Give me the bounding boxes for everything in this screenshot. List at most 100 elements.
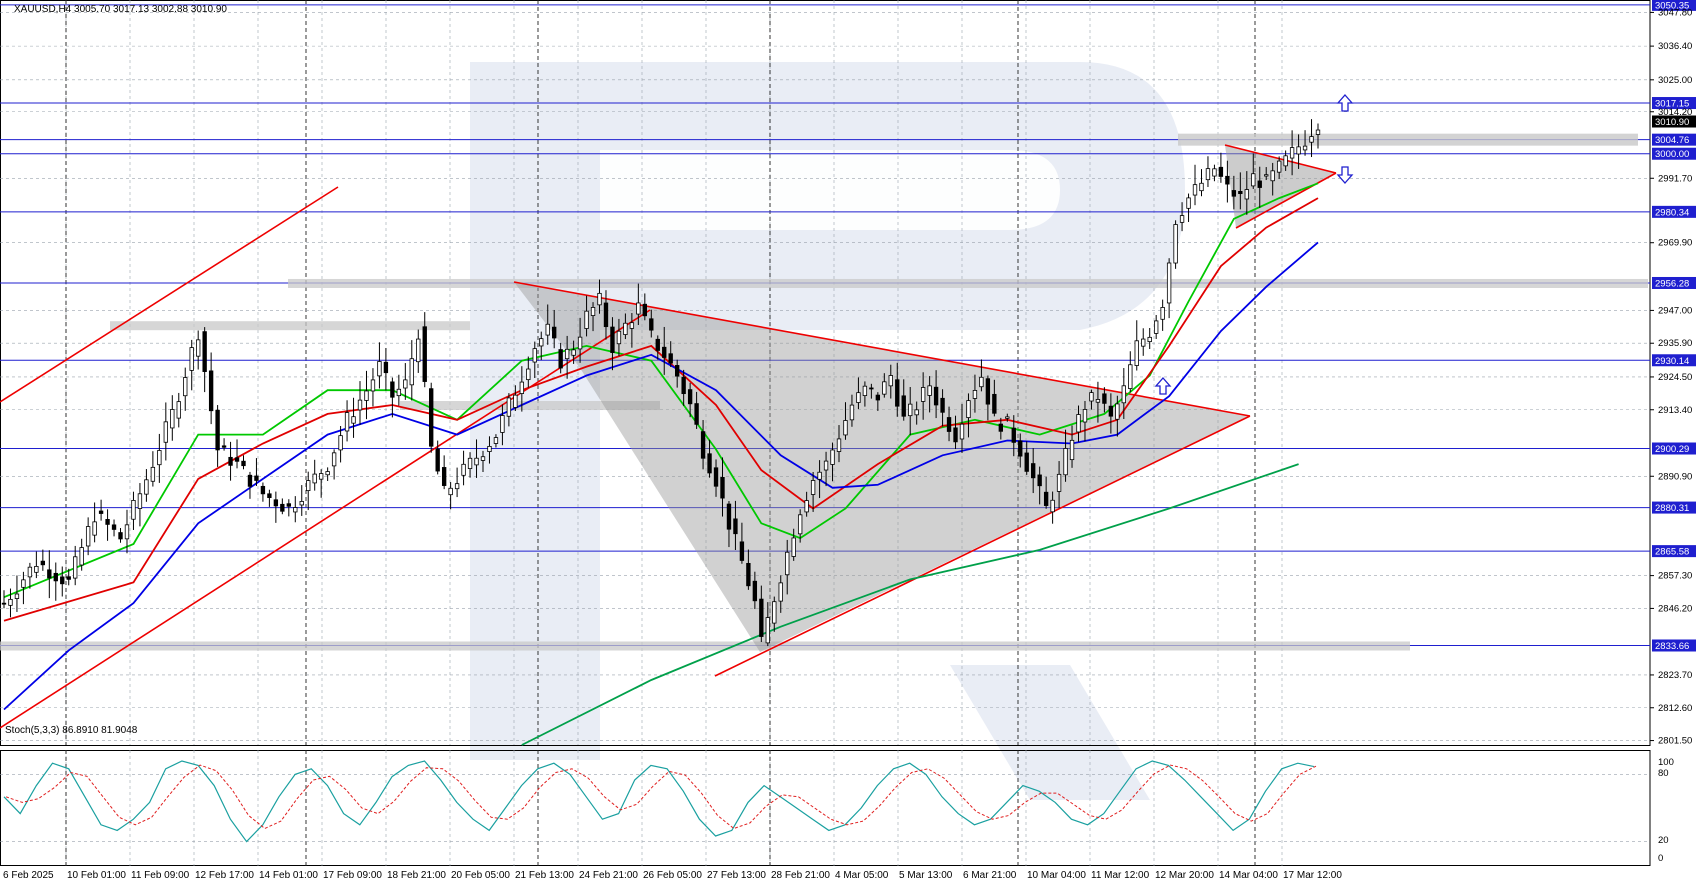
candle-body [299, 501, 304, 506]
candle-body [208, 370, 214, 412]
candle-body [85, 526, 91, 547]
osc-tick-label: 80 [1658, 768, 1669, 779]
candle-body [429, 388, 434, 447]
price-tick-label: 2846.20 [1658, 603, 1692, 614]
time-label: 27 Feb 13:00 [707, 870, 766, 881]
candle-body [914, 409, 919, 416]
time-axis: 6 Feb 2025 10 Feb 01:00 11 Feb 09:00 12 Feb… [3, 870, 1342, 881]
level-label: 3000.00 [1655, 149, 1689, 160]
candle-body [713, 467, 719, 487]
candle-body [1063, 448, 1068, 476]
time-label: 14 Feb 01:00 [259, 870, 318, 881]
candle-body [403, 379, 408, 389]
candle-body [441, 467, 447, 486]
candle-body [882, 381, 887, 395]
candle-body [34, 566, 39, 573]
candle-body [1270, 170, 1275, 182]
candle-body [170, 409, 175, 429]
candle-body [597, 292, 602, 306]
candle-body [804, 500, 809, 513]
candle-body [189, 347, 194, 371]
candle-body [1199, 182, 1204, 192]
candle-body [79, 547, 84, 566]
stoch-d-line [5, 764, 1317, 830]
osc-tick-label: 20 [1658, 835, 1669, 846]
candle-body [1296, 146, 1301, 155]
candle-body [1115, 403, 1120, 420]
candle-body [959, 423, 965, 440]
candle-body [571, 349, 576, 356]
candle-body [584, 310, 589, 329]
candle-body [228, 456, 233, 466]
candle-body [131, 500, 136, 520]
candle-body [590, 307, 596, 316]
candle-body [241, 460, 246, 467]
time-label: 10 Mar 04:00 [1027, 870, 1086, 881]
candle-body [1069, 439, 1075, 461]
candle-body [364, 390, 369, 401]
level-tag [1652, 97, 1696, 110]
time-label: 18 Feb 21:00 [387, 870, 446, 881]
time-label: 26 Feb 05:00 [643, 870, 702, 881]
price-tick-label: 2924.50 [1658, 372, 1692, 383]
candle-body [396, 388, 402, 397]
candle-body [247, 474, 253, 487]
price-tick-label: 2947.00 [1658, 305, 1692, 316]
level-label: 3004.76 [1655, 135, 1689, 146]
candle-body [972, 390, 978, 399]
candle-body [558, 349, 563, 369]
candle-body [487, 445, 492, 452]
candle-body [422, 326, 427, 382]
candle-body [73, 556, 78, 579]
candle-body [895, 379, 900, 407]
level-tag [1652, 442, 1696, 455]
candle-body [1076, 414, 1081, 433]
candle-body [260, 485, 266, 495]
candle-body [448, 487, 453, 496]
time-label: 12 Mar 20:00 [1155, 870, 1214, 881]
candle-body [1231, 190, 1237, 197]
candle-body [552, 326, 557, 339]
candle-body [351, 416, 356, 424]
candle-body [1212, 168, 1217, 177]
level-tag [1652, 133, 1696, 146]
plot-frame [0, 0, 1651, 746]
moving-average-line [521, 463, 1299, 746]
candle-body [1160, 307, 1165, 320]
candle-body [325, 471, 330, 476]
candle-body [98, 510, 104, 514]
moving-average-line [3, 182, 1319, 599]
candle-body [720, 477, 725, 499]
level-label: 2880.31 [1655, 503, 1689, 514]
up-arrow-icon-2 [1154, 377, 1172, 395]
candle-body [545, 323, 550, 336]
candle-body [234, 457, 240, 462]
candle-body [14, 593, 20, 599]
triangle-bottom-line [714, 415, 1251, 677]
candle-body [636, 302, 641, 315]
candle-body [539, 338, 544, 347]
candle-body [215, 409, 220, 451]
candle-body [1108, 405, 1114, 417]
candle-body [176, 401, 181, 419]
time-label: 5 Mar 13:00 [899, 870, 953, 881]
price-tick-label: 2890.90 [1658, 471, 1692, 482]
candle-body [357, 399, 363, 411]
candle-body [202, 331, 207, 372]
moving-average-line [3, 241, 1319, 711]
level-label: 2900.29 [1655, 444, 1689, 455]
candle-body [1043, 491, 1049, 506]
level-tag [1652, 354, 1696, 367]
candle-body [946, 417, 952, 432]
candle-body [791, 537, 796, 557]
osc-tick-label: 100 [1658, 757, 1674, 768]
candle-body [927, 385, 932, 396]
time-label: 4 Mar 05:00 [835, 870, 889, 881]
candle-body [772, 601, 777, 624]
candle-body [273, 499, 279, 507]
up-arrow-icon [1336, 94, 1354, 112]
candle-body [1315, 129, 1321, 135]
zone-2942 [110, 321, 470, 331]
candle-body [940, 397, 945, 413]
